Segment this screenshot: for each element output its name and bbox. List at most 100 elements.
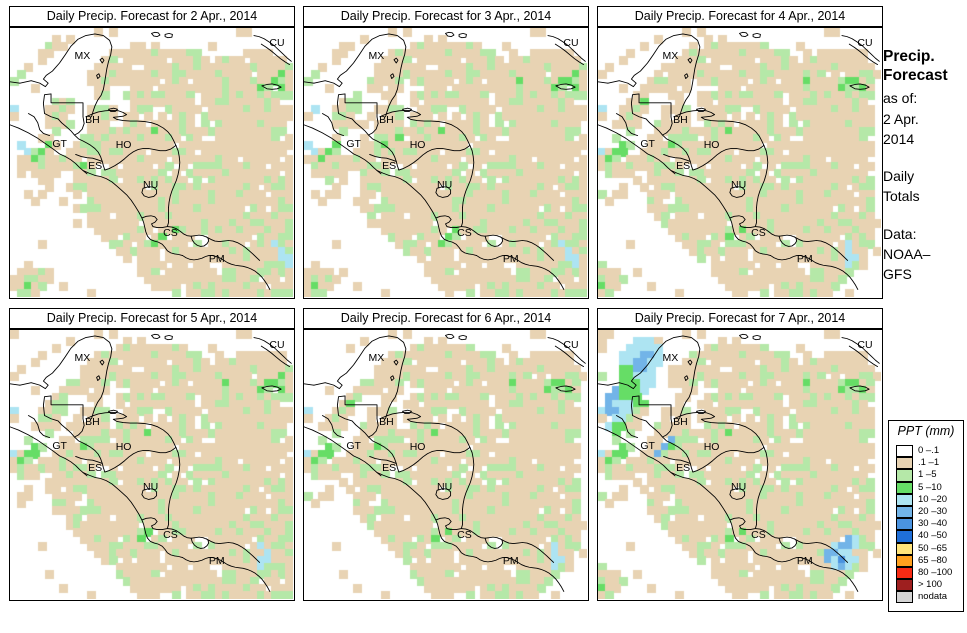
border-cuba [253,337,292,364]
panel-4-apr-title: Daily Precip. Forecast for 4 Apr., 2014 [597,6,883,27]
border-nic-cr-border [729,207,757,229]
border-gt-box2 [42,395,62,426]
border-roatan [108,409,118,414]
border-belize-cay2 [390,375,395,382]
panel-5-apr-map: MX BH GT HO ES NU CS PM CU [9,329,295,601]
data-source-line1: Data: [883,226,917,242]
border-hon-nic-border [398,144,471,171]
border-es-coast [670,472,731,521]
lake-nicaragua [435,488,452,500]
border-pan-pac [476,255,565,290]
country-borders [598,333,880,592]
border-mex-west [10,81,21,84]
border-gt-box2 [336,93,356,124]
border-cuba2 [554,345,585,368]
border-belize-cay2 [684,73,689,80]
border-hon-north [85,109,177,146]
legend-label: 40 –50 [918,530,948,542]
border-belize-cay2 [684,375,689,382]
border-nic-cr-border [141,509,169,531]
border-gt-box2 [630,93,650,124]
border-belize-cay [393,359,399,366]
country-borders [10,333,292,592]
legend-label: 80 –100 [918,566,953,578]
border-yucatan-mex [19,335,113,420]
border-pan-pac [182,557,271,592]
border-gt-coast [598,124,676,175]
country-borders [598,31,880,290]
border-cr-pac [141,519,184,559]
border-gt-box2 [630,395,650,426]
border-carib-isle1 [151,31,161,38]
border-nic-cr-border [435,207,463,229]
border-mex-west [304,81,315,84]
legend-label: 5 –10 [918,481,942,493]
border-hon-nic-border [692,144,765,171]
border-roatan [696,107,706,112]
border-gt-coast [304,124,382,175]
border-nic-cr-border [435,509,463,531]
totals-line2: Totals [883,188,920,204]
border-cuba [547,35,586,62]
border-hon-north [673,109,765,146]
border-gt-coast [304,426,382,477]
border-carib-isle1 [445,31,455,38]
border-roatan [696,409,706,414]
border-hon-nic-border [104,446,177,473]
panel-7-apr-map: MX BH GT HO ES NU CS PM CU [597,329,883,601]
border-pan-isth [778,235,798,247]
forecast-panel-grid: Daily Precip. Forecast for 2 Apr., 2014 M… [9,6,883,601]
country-borders [304,333,586,592]
border-cuba [841,337,880,364]
panel-6-apr-title: Daily Precip. Forecast for 6 Apr., 2014 [303,308,589,329]
panel-3-apr-title: Daily Precip. Forecast for 3 Apr., 2014 [303,6,589,27]
border-cuba2 [260,345,291,368]
legend-label: 10 –20 [918,493,948,505]
border-pan-pac [770,557,859,592]
border-yucatan-mex [313,33,407,118]
border-gt-hon-border [355,424,400,473]
border-nic-east [168,144,181,209]
precip-raster [304,330,587,599]
panel-2-apr-map: MX BH GT HO ES NU CS PM CU [9,27,295,299]
legend-label: 1 –5 [918,469,937,481]
border-cr-pac [729,217,772,257]
border-cr-pac [435,217,478,257]
border-pan-pac [476,557,565,592]
panel-5-apr-title: Daily Precip. Forecast for 5 Apr., 2014 [9,308,295,329]
border-yucatan-mex [313,335,407,420]
border-belize-cay [99,57,105,64]
border-es-coast [376,472,437,521]
border-cr-pac [141,217,184,257]
panel-2-apr: Daily Precip. Forecast for 2 Apr., 2014 M… [9,6,295,299]
border-es-border [369,455,397,464]
legend-title: PPT (mm) [897,424,955,438]
border-carib-isle2 [164,32,173,39]
border-belize-cay2 [96,73,101,80]
border-carib-isle2 [458,32,467,39]
border-nic-cr-border [141,207,169,229]
panel-2-apr-title: Daily Precip. Forecast for 2 Apr., 2014 [9,6,295,27]
border-cr-car [754,528,849,563]
border-belize-cay2 [96,375,101,382]
precip-raster [10,330,293,599]
legend-swatch [896,505,913,519]
border-pan-isth [190,537,210,549]
border-belize-cay [99,359,105,366]
border-carib-isle2 [164,334,173,341]
border-gt-box [50,93,85,136]
border-es-border [369,153,397,162]
country-borders [304,31,586,290]
border-carib-isle2 [752,32,761,39]
border-es-border [75,153,103,162]
border-jamaica [849,83,870,90]
border-carib-isle1 [445,333,455,340]
border-es-coast [376,170,437,219]
border-gt-west [615,113,639,137]
border-nic-east [168,446,181,511]
border-cr-car [166,528,261,563]
border-gt-box [344,395,379,438]
border-cuba2 [260,43,291,66]
border-pan-isth [778,537,798,549]
border-hon-north [379,411,471,448]
